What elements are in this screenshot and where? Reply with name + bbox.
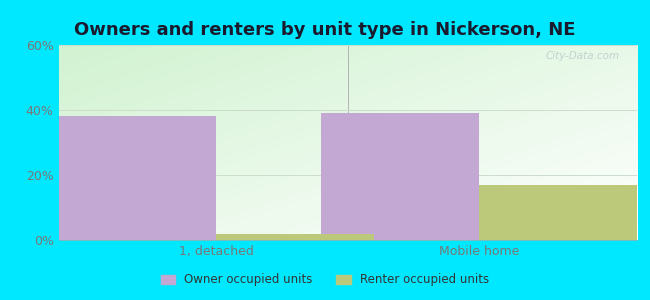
Bar — [216, 233, 374, 240]
Text: City-Data.com: City-Data.com — [545, 51, 619, 61]
Legend: Owner occupied units, Renter occupied units: Owner occupied units, Renter occupied un… — [156, 269, 494, 291]
Bar — [58, 116, 216, 240]
Text: Owners and renters by unit type in Nickerson, NE: Owners and renters by unit type in Nicke… — [74, 21, 576, 39]
Bar — [479, 185, 637, 240]
Bar — [322, 113, 479, 240]
